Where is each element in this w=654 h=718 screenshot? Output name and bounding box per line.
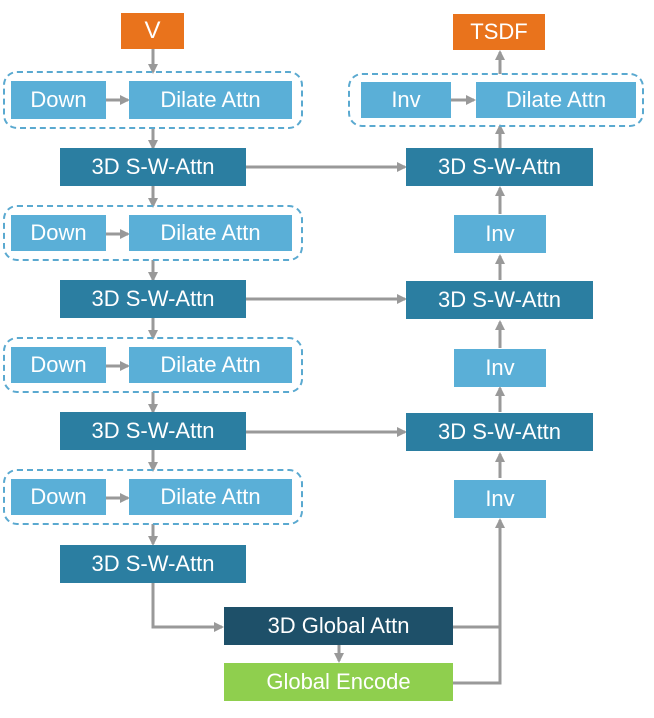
down-node-4: Down	[11, 479, 106, 515]
down-node-1: Down	[11, 81, 106, 119]
swattn-node-left-3: 3D S-W-Attn	[60, 412, 246, 450]
arrow-swattn4-to-global-attn	[151, 583, 224, 632]
inv-node-3: Inv	[454, 480, 546, 518]
inv-node-top: Inv	[361, 82, 451, 118]
input-v-node: V	[121, 13, 184, 49]
inv-node-2: Inv	[454, 349, 546, 387]
inv-dilate-group-top	[348, 73, 644, 127]
swattn-node-right-1: 3D S-W-Attn	[406, 148, 593, 186]
down-dilate-group-2	[3, 205, 303, 261]
global-encode-node: Global Encode	[224, 663, 453, 701]
swattn-node-left-1: 3D S-W-Attn	[60, 148, 246, 186]
dilate-attn-node-top: Dilate Attn	[476, 82, 636, 118]
dilate-attn-node-1: Dilate Attn	[129, 81, 292, 119]
line-global-attn-to-decoder	[453, 520, 502, 629]
swattn-node-right-3: 3D S-W-Attn	[406, 413, 593, 451]
dilate-attn-node-4: Dilate Attn	[129, 479, 292, 515]
dilate-attn-node-3: Dilate Attn	[129, 347, 292, 383]
global-attn-node: 3D Global Attn	[224, 607, 453, 645]
down-dilate-group-1	[3, 71, 303, 129]
dilate-attn-node-2: Dilate Attn	[129, 215, 292, 251]
output-tsdf-node: TSDF	[453, 14, 545, 50]
swattn-node-left-4: 3D S-W-Attn	[60, 545, 246, 583]
swattn-node-left-2: 3D S-W-Attn	[60, 280, 246, 318]
inv-node-1: Inv	[454, 215, 546, 253]
down-dilate-group-4	[3, 469, 303, 525]
down-dilate-group-3	[3, 337, 303, 393]
arrows	[106, 48, 505, 685]
down-node-2: Down	[11, 215, 106, 251]
down-node-3: Down	[11, 347, 106, 383]
line-global-encode-to-decoder	[453, 627, 502, 685]
swattn-node-right-2: 3D S-W-Attn	[406, 281, 593, 319]
